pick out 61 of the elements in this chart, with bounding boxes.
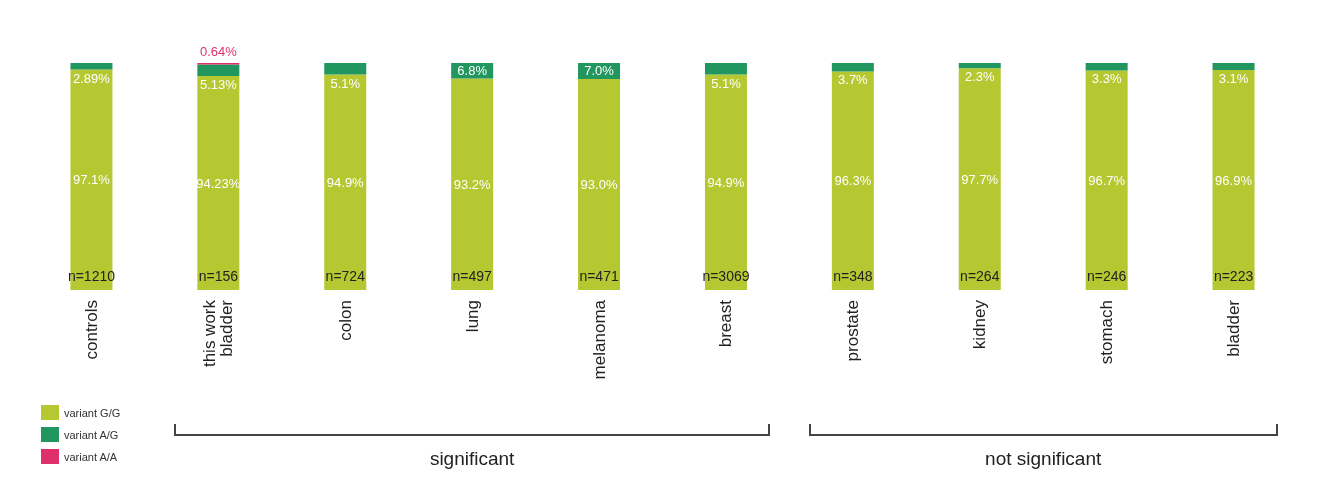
bar <box>704 74 747 290</box>
bar <box>958 63 1001 69</box>
legend-label: variant G/G <box>64 406 121 419</box>
data-label: 94.9% <box>707 174 745 190</box>
x-tick-label: lung <box>462 300 482 333</box>
data-label: 96.7% <box>1088 172 1126 188</box>
annotation: n=264 <box>960 268 1000 284</box>
bar <box>1212 63 1255 71</box>
text: significant <box>429 447 516 469</box>
data-label: 0.64% <box>199 44 238 59</box>
data-label: 5.13% <box>199 77 238 93</box>
data-label: 3.7% <box>838 72 869 88</box>
annotation: n=348 <box>833 268 873 284</box>
data-label: 3.3% <box>1091 71 1122 87</box>
data-label: 96.9% <box>1215 172 1253 188</box>
bar <box>197 64 240 77</box>
bar <box>324 63 367 75</box>
x-tick-label: stomach <box>1097 300 1117 365</box>
data-label: 2.3% <box>964 69 995 85</box>
bar <box>831 71 874 290</box>
annotation: n=471 <box>579 268 619 284</box>
data-label: 5.1% <box>330 75 361 91</box>
x-tick-label: breast <box>716 299 736 348</box>
annotation: n=223 <box>1213 268 1254 284</box>
bar <box>1085 63 1128 71</box>
annotation: n=497 <box>452 268 493 284</box>
bar <box>578 78 621 290</box>
x-tick-label: this work bladder <box>200 299 237 368</box>
bar <box>831 63 874 72</box>
data-label: 97.1% <box>73 172 111 188</box>
x-tick-label: prostate <box>843 300 863 362</box>
x-tick-label: controls <box>81 300 101 360</box>
bar <box>451 78 494 290</box>
legend-label: variant A/G <box>64 428 119 441</box>
annotation: n=156 <box>198 268 239 284</box>
data-label: 93.0% <box>580 176 618 192</box>
bar <box>70 69 113 290</box>
text: not significant <box>985 447 1103 469</box>
data-label: 3.1% <box>1218 71 1249 87</box>
data-label: 94.9% <box>326 174 365 190</box>
bar <box>197 76 240 290</box>
annotation: n=724 <box>325 268 366 284</box>
data-label: 96.3% <box>834 173 872 189</box>
data-label: 2.89% <box>73 70 111 86</box>
bar <box>324 74 367 290</box>
data-label: 6.8% <box>457 63 488 79</box>
bar <box>1212 70 1255 290</box>
data-label: 97.7% <box>961 171 999 187</box>
bar <box>1085 70 1128 290</box>
data-label: 7.0% <box>584 63 615 79</box>
x-tick-label: colon <box>335 300 355 341</box>
x-tick-label: bladder <box>1224 299 1244 357</box>
x-tick-label: kidney <box>970 299 990 350</box>
legend-label: variant A/A <box>64 450 118 463</box>
annotation: n=246 <box>1086 268 1127 284</box>
bar <box>704 63 747 75</box>
x-tick-label: melanoma <box>589 299 609 380</box>
bar <box>958 68 1001 290</box>
data-label: 5.1% <box>711 75 742 91</box>
data-label: 93.2% <box>453 176 492 192</box>
bar <box>70 63 113 70</box>
